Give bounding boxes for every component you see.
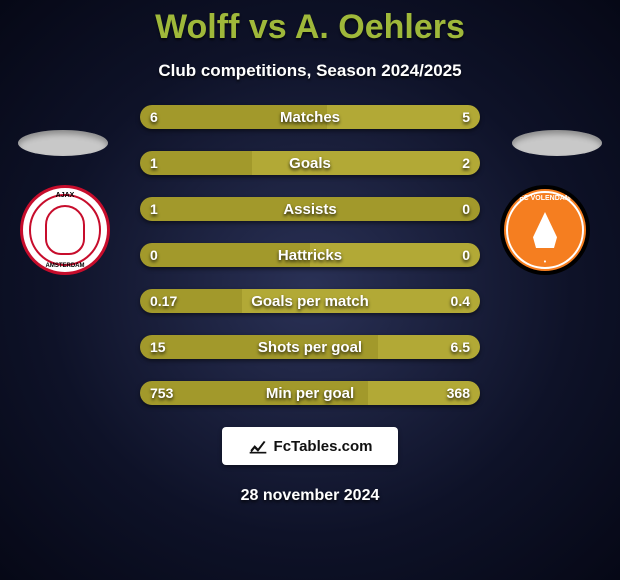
stat-value-left: 6: [150, 109, 158, 125]
stat-value-left: 0.17: [150, 293, 177, 309]
player-right-name: A. Oehlers: [295, 8, 465, 46]
subtitle: Club competitions, Season 2024/2025: [0, 61, 620, 81]
crest-left-top: AJAX: [56, 192, 75, 199]
stat-bar-right-fill: [327, 105, 480, 129]
brand-badge[interactable]: FcTables.com: [222, 427, 398, 465]
stat-bar-left-fill: [140, 243, 310, 267]
player-left-name: Wolff: [155, 8, 239, 46]
crest-right-bottom: •: [544, 259, 546, 266]
stat-bar: 753368Min per goal: [140, 381, 480, 405]
right-logo-pad: [512, 130, 602, 156]
stat-value-right: 368: [447, 385, 470, 401]
crest-right-top: FC VOLENDAM: [519, 195, 570, 202]
content-area: AJAX AMSTERDAM FC VOLENDAM • 65Matches12…: [0, 105, 620, 405]
crest-left-bottom: AMSTERDAM: [46, 263, 85, 269]
stat-bar: 00Hattricks: [140, 243, 480, 267]
stat-bar-left-fill: [140, 381, 368, 405]
volendam-crest-icon: FC VOLENDAM •: [500, 185, 590, 275]
stat-bar: 10Assists: [140, 197, 480, 221]
stat-bar-right-fill: [310, 243, 480, 267]
stat-value-right: 0: [462, 247, 470, 263]
page-title: Wolff vs A. Oehlers: [0, 0, 620, 47]
stat-bar-left-fill: [140, 197, 480, 221]
stat-value-right: 2: [462, 155, 470, 171]
stat-bar: 65Matches: [140, 105, 480, 129]
right-club-logo: FC VOLENDAM •: [500, 185, 600, 285]
stat-bar: 156.5Shots per goal: [140, 335, 480, 359]
stat-value-left: 753: [150, 385, 173, 401]
stat-bar: 12Goals: [140, 151, 480, 175]
stat-value-left: 0: [150, 247, 158, 263]
stat-bar-right-fill: [242, 289, 480, 313]
stats-bars: 65Matches12Goals10Assists00Hattricks0.17…: [140, 105, 480, 405]
stat-bar-right-fill: [252, 151, 480, 175]
stat-bar: 0.170.4Goals per match: [140, 289, 480, 313]
stat-value-right: 0.4: [451, 293, 470, 309]
date-text: 28 november 2024: [0, 487, 620, 505]
left-club-logo: AJAX AMSTERDAM: [20, 185, 120, 285]
stat-value-right: 5: [462, 109, 470, 125]
stat-bar-left-fill: [140, 105, 327, 129]
ajax-crest-icon: AJAX AMSTERDAM: [20, 185, 110, 275]
brand-text: FcTables.com: [274, 438, 373, 455]
stat-value-right: 6.5: [451, 339, 470, 355]
ajax-face-icon: [45, 205, 85, 255]
stat-value-right: 0: [462, 201, 470, 217]
ship-icon: [530, 212, 560, 248]
stat-value-left: 1: [150, 155, 158, 171]
stat-bar-left-fill: [140, 335, 378, 359]
chart-icon: [248, 436, 268, 456]
stat-value-left: 15: [150, 339, 166, 355]
left-logo-pad: [18, 130, 108, 156]
vs-text: vs: [239, 8, 294, 46]
stat-value-left: 1: [150, 201, 158, 217]
